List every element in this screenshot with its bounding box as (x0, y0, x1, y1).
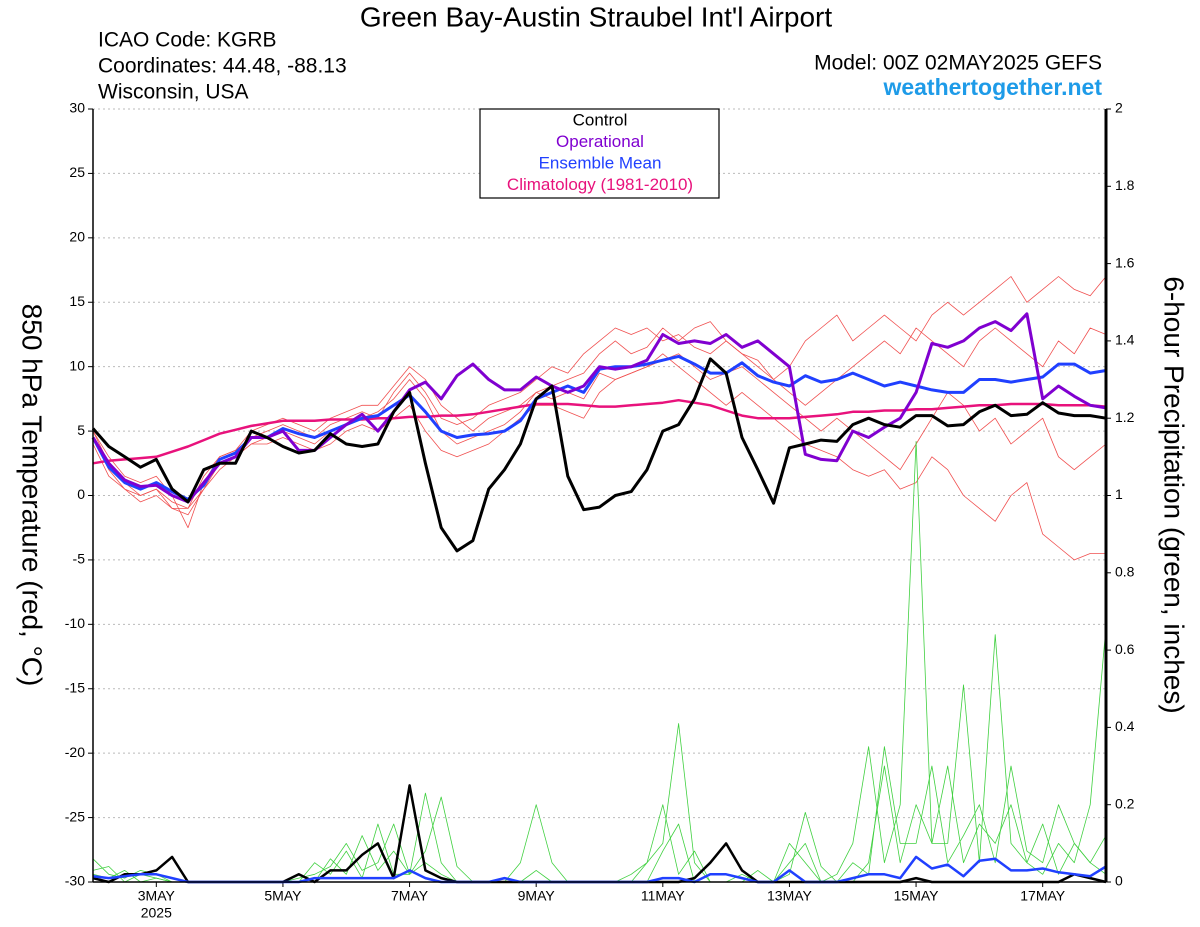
y-tick-label: -15 (65, 679, 85, 695)
x-tick-label: 9MAY (518, 888, 556, 904)
model-label: Model: 00Z 02MAY2025 GEFS (814, 52, 1102, 75)
y-tick-label: 5 (77, 422, 85, 438)
y-tick-label: -30 (65, 873, 85, 889)
y-tick-label: 15 (69, 293, 85, 309)
x-tick-label: 13MAY (767, 888, 813, 904)
y-tick-label: -5 (73, 551, 86, 567)
info-line: Wisconsin, USA (98, 81, 249, 104)
temperature-line (92, 398, 1107, 465)
x-tick-label: 15MAY (894, 888, 940, 904)
info-line: Coordinates: 44.48, -88.13 (98, 55, 347, 78)
y2-axis-label: 6-hour Precipitation (green, inches) (1159, 276, 1190, 713)
ensemble-temperature-line (92, 353, 1106, 561)
y2-tick-label: 1.2 (1115, 409, 1135, 425)
legend-box (479, 108, 720, 199)
x-tick-label: 11MAY (641, 888, 685, 904)
y-tick-label: 30 (69, 100, 85, 116)
y-tick-label: 10 (69, 357, 85, 373)
y2-tick-label: 2 (1115, 100, 1123, 116)
y2-tick-label: 0.4 (1115, 718, 1135, 734)
ensemble-precip-line (92, 746, 1107, 883)
site-label: weathertogether.net (882, 74, 1102, 100)
y2-tick-label: 1.4 (1115, 332, 1135, 348)
y-tick-label: -25 (65, 808, 85, 824)
legend-entry: Operational (556, 132, 644, 151)
y-tick-label: -20 (65, 744, 85, 760)
y2-tick-label: 0.2 (1115, 795, 1135, 811)
y-tick-label: 25 (69, 164, 85, 180)
ensemble-temperature-line (92, 276, 1107, 509)
y2-tick-label: 0.8 (1115, 564, 1135, 580)
x-year-label: 2025 (141, 905, 172, 921)
legend-entry: Climatology (1981-2010) (507, 175, 693, 194)
y2-tick-label: 1 (1115, 486, 1123, 502)
legend-entry: Control (573, 110, 628, 129)
info-line: ICAO Code: KGRB (98, 29, 277, 52)
precip-line (92, 855, 1107, 884)
y2-tick-label: 0.6 (1115, 641, 1135, 657)
x-tick-label: 3MAY (138, 888, 176, 904)
y-axis-label: 850 hPa Temperature (red, °C) (17, 304, 48, 687)
x-tick-label: 7MAY (391, 888, 429, 904)
x-tick-label: 5MAY (264, 888, 302, 904)
chart-title: Green Bay-Austin Straubel Int'l Airport (360, 1, 832, 32)
y2-tick-label: 1.8 (1115, 177, 1135, 193)
y-tick-label: 0 (77, 486, 85, 502)
ensemble-precip-line (92, 634, 1107, 883)
y-tick-label: -10 (65, 615, 85, 631)
x-tick-label: 17MAY (1020, 888, 1066, 904)
temperature-line (91, 357, 1107, 553)
precip-line (92, 784, 1107, 884)
temperature-line (91, 312, 1107, 504)
y2-tick-label: 1.6 (1115, 254, 1135, 270)
y-tick-label: 20 (69, 229, 85, 245)
legend-entry: Ensemble Mean (539, 153, 662, 172)
y2-tick-label: 0 (1115, 873, 1123, 889)
